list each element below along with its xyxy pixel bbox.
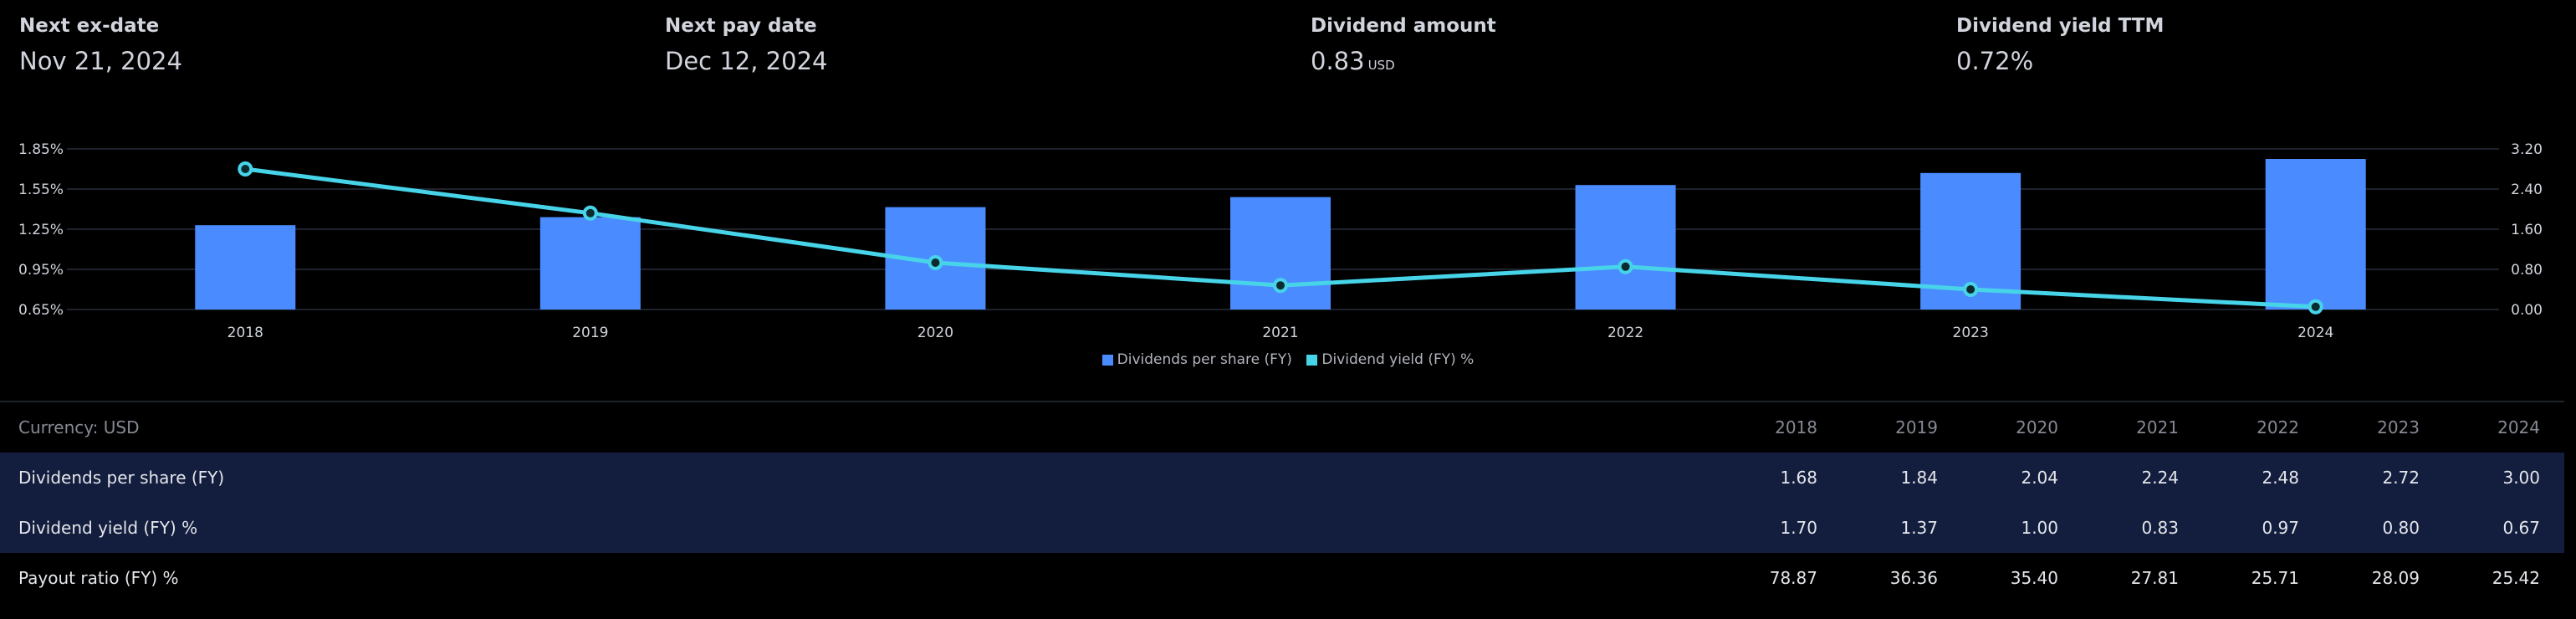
stat-value: Dec 12, 2024 xyxy=(665,47,828,75)
stat-value: Nov 21, 2024 xyxy=(19,47,182,75)
table-cell: 0.80 xyxy=(2382,518,2420,538)
bar-dividends-2018 xyxy=(195,225,296,310)
yield-point-2018 xyxy=(238,161,253,176)
x-tick-label: 2019 xyxy=(572,325,608,341)
legend-swatch-bar xyxy=(1101,354,1113,366)
yield-point-2021 xyxy=(1273,278,1288,294)
year-header: 2019 xyxy=(1895,417,1938,437)
left-axis-tick-label: 1.85% xyxy=(18,141,64,158)
row-label: Dividends per share (FY) xyxy=(18,468,225,488)
x-tick-label: 2021 xyxy=(1262,325,1298,341)
legend-item-dividends[interactable]: Dividends per share (FY) xyxy=(1101,351,1292,368)
left-axis-tick-label: 1.55% xyxy=(18,182,64,198)
stat-label: Next pay date xyxy=(665,15,817,37)
bar-dividends-2022 xyxy=(1575,185,1676,310)
right-axis-tick-label: 0.00 xyxy=(2511,302,2543,319)
stat-value: 0.83 USD xyxy=(1311,47,1395,75)
table-cell: 2.04 xyxy=(2021,468,2058,488)
dividend-stats: Next ex-date Nov 21, 2024 Next pay date … xyxy=(19,13,2553,80)
table-row-dividend-yield: Dividend yield (FY) % 1.70 1.37 1.00 0.8… xyxy=(0,503,2564,553)
legend-label: Dividends per share (FY) xyxy=(1117,351,1292,368)
table-cell: 78.87 xyxy=(1769,568,1817,588)
dividend-chart: 1.85% 1.55% 1.25% 0.95% 0.65% 3.20 2.40 1.60 0.8… xyxy=(18,141,2543,341)
legend-item-yield[interactable]: Dividend yield (FY) % xyxy=(1306,351,1474,368)
stat-label: Next ex-date xyxy=(19,15,160,37)
table-cell: 2.24 xyxy=(2141,468,2179,488)
right-axis-tick-label: 0.80 xyxy=(2511,262,2543,279)
yield-point-2023 xyxy=(1963,282,1979,297)
bar-dividends-2024 xyxy=(2265,159,2366,310)
table-cell: 0.97 xyxy=(2262,518,2299,538)
table-cell: 1.70 xyxy=(1780,518,1817,538)
chart-legend: Dividends per share (FY) Dividend yield … xyxy=(0,351,2576,370)
yield-point-2024 xyxy=(2308,299,2323,315)
table-cell: 0.83 xyxy=(2141,518,2179,538)
year-header: 2021 xyxy=(2136,417,2179,437)
year-header: 2024 xyxy=(2497,417,2540,437)
yield-point-2019 xyxy=(582,205,598,221)
table-row-payout-ratio: Payout ratio (FY) % 78.87 36.36 35.40 27… xyxy=(0,553,2564,603)
currency-label: Currency: USD xyxy=(18,417,140,437)
table-cell: 1.37 xyxy=(1900,518,1938,538)
legend-swatch-line xyxy=(1306,354,1318,366)
year-header: 2018 xyxy=(1775,417,1817,437)
table-cell: 25.42 xyxy=(2492,568,2540,588)
section-divider xyxy=(0,401,2564,402)
table-cell: 1.84 xyxy=(1900,468,1938,488)
table-cell: 35.40 xyxy=(2010,568,2058,588)
x-tick-label: 2022 xyxy=(1607,325,1643,341)
x-tick-label: 2023 xyxy=(1953,325,1989,341)
row-label: Payout ratio (FY) % xyxy=(18,568,179,588)
x-tick-label: 2018 xyxy=(227,325,263,341)
x-tick-label: 2024 xyxy=(2297,325,2333,341)
stat-next-pay-date: Next pay date Dec 12, 2024 xyxy=(665,13,827,76)
yield-point-2020 xyxy=(928,255,943,270)
left-axis-tick-label: 0.65% xyxy=(18,302,64,319)
stat-label: Dividend amount xyxy=(1311,15,1496,37)
table-cell: 25.71 xyxy=(2251,568,2299,588)
year-header: 2023 xyxy=(2377,417,2420,437)
stat-next-ex-date: Next ex-date Nov 21, 2024 xyxy=(19,13,182,76)
stat-dividend-amount: Dividend amount 0.83 USD xyxy=(1311,13,1496,80)
stat-dividend-yield-ttm: Dividend yield TTM 0.72% xyxy=(1956,13,2164,76)
stat-value: 0.72% xyxy=(1956,47,2034,75)
table-cell: 2.72 xyxy=(2382,468,2420,488)
legend-label: Dividend yield (FY) % xyxy=(1321,351,1475,368)
table-row-dividends-per-share: Dividends per share (FY) 1.68 1.84 2.04 … xyxy=(0,453,2564,503)
x-tick-label: 2020 xyxy=(917,325,953,341)
stat-label: Dividend yield TTM xyxy=(1956,15,2165,37)
row-label: Dividend yield (FY) % xyxy=(18,518,198,538)
table-cell: 1.68 xyxy=(1780,468,1817,488)
right-axis-tick-label: 3.20 xyxy=(2511,141,2543,158)
bar-dividends-2019 xyxy=(539,217,641,310)
dividend-table: Currency: USD 2018 2019 2020 2021 2022 2… xyxy=(0,402,2564,603)
left-axis-tick-label: 0.95% xyxy=(18,262,64,279)
table-cell: 36.36 xyxy=(1889,568,1938,588)
right-axis-tick-label: 2.40 xyxy=(2511,182,2543,198)
table-cell: 1.00 xyxy=(2021,518,2058,538)
year-header: 2022 xyxy=(2257,417,2299,437)
year-header: 2020 xyxy=(2016,417,2058,437)
table-header-row: Currency: USD 2018 2019 2020 2021 2022 2… xyxy=(0,402,2564,453)
table-cell: 27.81 xyxy=(2130,568,2179,588)
table-cell: 0.67 xyxy=(2502,518,2540,538)
table-cell: 2.48 xyxy=(2262,468,2299,488)
left-axis-tick-label: 1.25% xyxy=(18,222,64,238)
yield-point-2022 xyxy=(1618,258,1633,274)
table-cell: 28.09 xyxy=(2371,568,2420,588)
right-axis-tick-label: 1.60 xyxy=(2511,222,2543,238)
currency-unit: USD xyxy=(1367,58,1395,73)
table-cell: 3.00 xyxy=(2502,468,2540,488)
